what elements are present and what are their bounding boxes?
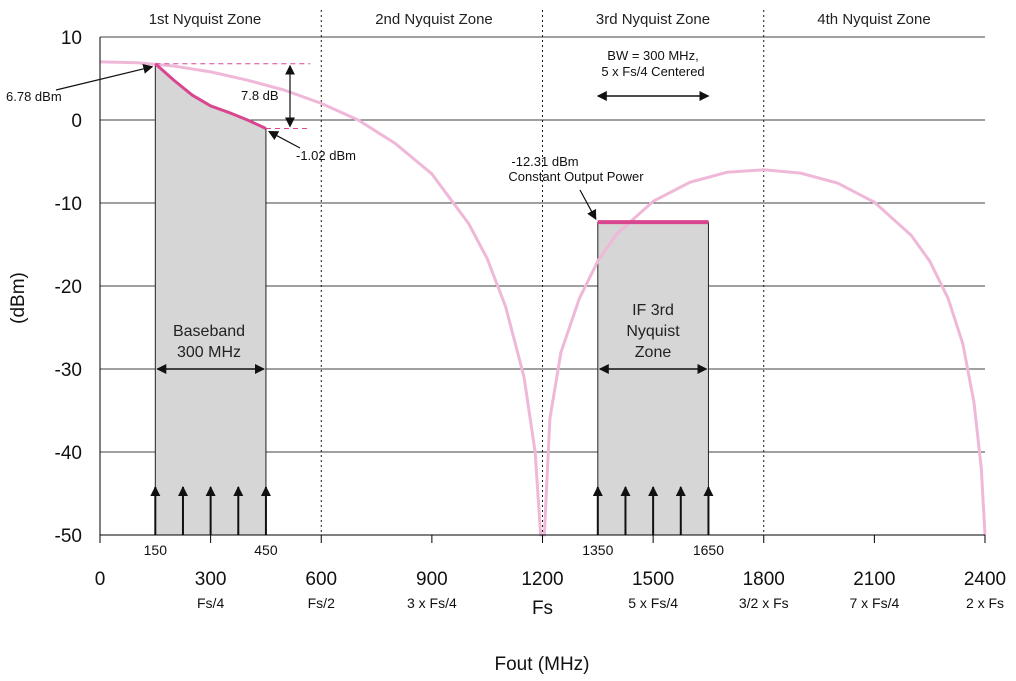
edge-label: 150 (144, 542, 168, 558)
y-tick-label: -20 (55, 277, 82, 298)
x-tick-sublabel: 5 x Fs/4 (628, 595, 678, 611)
x-axis-title: Fout (MHz) (495, 654, 590, 675)
regions-layer (154, 62, 709, 536)
x-tick-label: 2400 (964, 569, 1006, 590)
edge-label: 450 (254, 542, 278, 558)
peak-leader-arrow (55, 63, 154, 91)
x-tick-sublabel: 3/2 x Fs (739, 595, 789, 611)
y-tick-label: -40 (55, 443, 82, 464)
if-label-line1: IF 3rd (632, 302, 674, 319)
tones-layer (150, 486, 714, 535)
x-tick-label: 600 (305, 569, 337, 590)
x-tick-label: 300 (195, 569, 227, 590)
constant-leader-arrow (579, 189, 597, 221)
y-axis-title: (dBm) (8, 272, 29, 324)
baseband-region (154, 62, 267, 536)
annotation-low: -1.02 dBm (296, 148, 356, 163)
x-tick-label: 1200 (521, 569, 563, 590)
annotation-bw-line1: BW = 300 MHz, (607, 48, 698, 63)
low-leader-arrow (268, 130, 301, 149)
edge-label: 1350 (582, 542, 613, 558)
x-tick-sublabel: 2 x Fs (966, 595, 1004, 611)
if-label-line2: Nyquist (626, 323, 680, 340)
x-tick-sublabel: 7 x Fs/4 (849, 595, 899, 611)
y-tick-label: -30 (55, 360, 82, 381)
zone-label-2: 2nd Nyquist Zone (375, 11, 493, 28)
x-tick-label: 2100 (853, 569, 895, 590)
baseband-label-line2: 300 MHz (177, 344, 241, 361)
baseband-label-line1: Baseband (173, 323, 245, 340)
envelope-layer (99, 60, 987, 537)
annotation-bw-line2: 5 x Fs/4 Centered (601, 64, 704, 79)
x-tick-sublabel: Fs (532, 598, 553, 619)
annotation-layer (55, 63, 710, 374)
y-tick-label: -50 (55, 526, 82, 547)
y-tick-label: -10 (55, 194, 82, 215)
if-label-line3: Zone (635, 344, 672, 361)
x-tick-label: 1500 (632, 569, 674, 590)
annotation-drop: 7.8 dB (241, 88, 279, 103)
baseband-output-line (154, 62, 267, 130)
x-tick-label: 1800 (743, 569, 785, 590)
sinc-envelope-line (99, 60, 987, 537)
zone-label-4: 4th Nyquist Zone (817, 11, 930, 28)
output-layer (154, 62, 709, 225)
zone-label-1: 1st Nyquist Zone (149, 11, 262, 28)
y-tick-label: 10 (61, 28, 82, 49)
x-tick-label: 0 (95, 569, 106, 590)
annotation-constant-line1: -12.31 dBm (511, 154, 578, 169)
x-tick-sublabel: Fs/4 (197, 595, 224, 611)
x-tick-sublabel: 3 x Fs/4 (407, 595, 457, 611)
annotation-peak: 6.78 dBm (6, 89, 62, 104)
zone-label-3: 3rd Nyquist Zone (596, 11, 710, 28)
y-tick-label: 0 (71, 111, 82, 132)
axes-layer: 10 0 -10 -20 -30 -40 -50 0 300 Fs/4 600 Fs/2 900 3 x … (55, 28, 1007, 619)
x-tick-sublabel: Fs/2 (308, 595, 335, 611)
annotation-constant-line2: Constant Output Power (508, 169, 644, 184)
x-tick-label: 900 (416, 569, 448, 590)
edge-label: 1650 (693, 542, 724, 558)
